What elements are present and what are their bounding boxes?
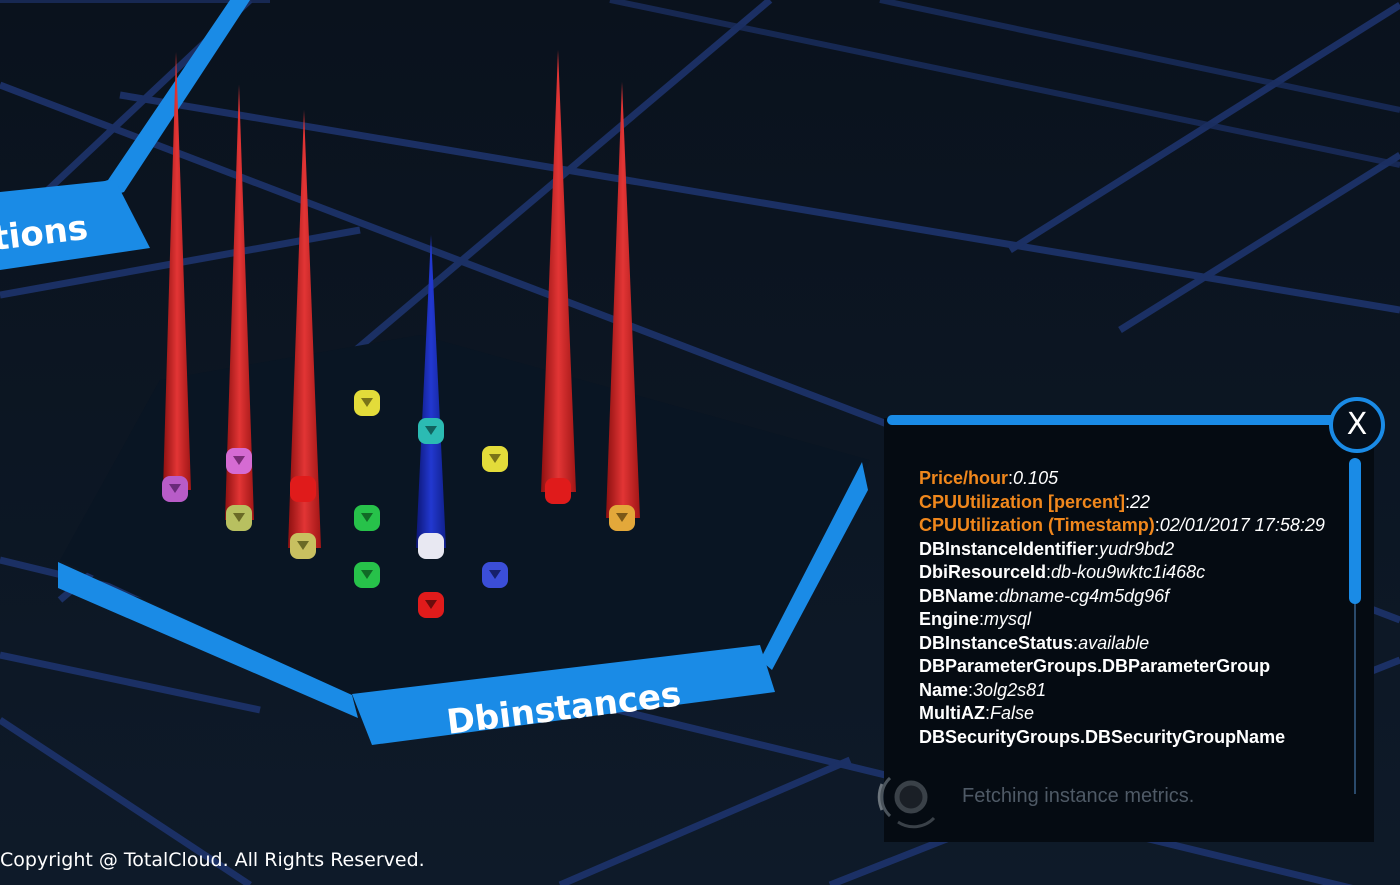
instance-details-list[interactable]: Price/hour:0.105 CPUUtilization [percent…: [919, 467, 1347, 793]
detail-row-price-hour: Price/hour:0.105: [919, 468, 1059, 488]
db-spike-6: [606, 82, 640, 518]
detail-row-db-parameter-group-name: DBParameterGroups.DBParameterGroup Name:…: [919, 656, 1271, 700]
db-spike-3: [288, 110, 321, 548]
db-spike-4: [416, 235, 446, 548]
left-region-platform[interactable]: tions: [0, 0, 250, 270]
node-pink-1: [226, 448, 252, 474]
detail-row-db-security-group-name: DBSecurityGroups.DBSecurityGroupName: [919, 726, 1286, 747]
detail-row-engine: Engine:mysql: [919, 609, 1032, 629]
node-yellow-2: [482, 446, 508, 472]
node-red-1: [290, 476, 316, 502]
node-yellow-1: [354, 390, 380, 416]
node-green-1: [354, 505, 380, 531]
detail-row-multi-az: MultiAZ:False: [919, 703, 1035, 723]
panel-top-bar: [887, 415, 1337, 425]
node-red-3: [418, 592, 444, 618]
node-olive-1: [226, 505, 252, 531]
db-spike-2: [225, 85, 254, 520]
detail-row-dbi-resource-id: DbiResourceId:db-kou9wktc1i468c: [919, 562, 1206, 582]
detail-row-cpu-timestamp: CPUUtilization (Timestamp):02/01/2017 17…: [919, 515, 1325, 535]
node-white-1: [418, 533, 444, 559]
node-green-2: [354, 562, 380, 588]
node-red-2: [545, 478, 571, 504]
spinner-icon: [877, 776, 936, 829]
metrics-loading-indicator: Fetching instance metrics.: [868, 764, 1248, 834]
detail-row-db-instance-identifier: DBInstanceIdentifier:yudr9bd2: [919, 538, 1175, 559]
dbinstances-platform[interactable]: Dbinstances: [58, 335, 870, 745]
close-button[interactable]: X: [1329, 397, 1385, 453]
node-pink-2: [162, 476, 188, 502]
floor-grid-cross: [0, 0, 1400, 168]
db-spike-1: [163, 52, 191, 490]
copyright-footer: Copyright @ TotalCloud. All Rights Reser…: [0, 849, 425, 871]
details-scrollbar-track[interactable]: [1354, 458, 1356, 794]
details-scrollbar-thumb[interactable]: [1349, 458, 1361, 604]
db-instance-spikes[interactable]: [163, 50, 640, 548]
node-olive-2: [290, 533, 316, 559]
db-spike-5: [541, 50, 576, 492]
db-instance-nodes[interactable]: [162, 390, 635, 618]
node-teal-1: [418, 418, 444, 444]
node-orange-1: [609, 505, 635, 531]
detail-row-db-instance-status: DBInstanceStatus:available: [919, 632, 1150, 653]
detail-row-cpu-percent: CPUUtilization [percent]:22: [919, 491, 1151, 512]
loading-text: Fetching instance metrics.: [962, 785, 1195, 807]
node-blue-1: [482, 562, 508, 588]
instance-details-panel: [884, 418, 1374, 842]
detail-row-db-name: DBName:dbname-cg4m5dg96f: [919, 585, 1170, 606]
